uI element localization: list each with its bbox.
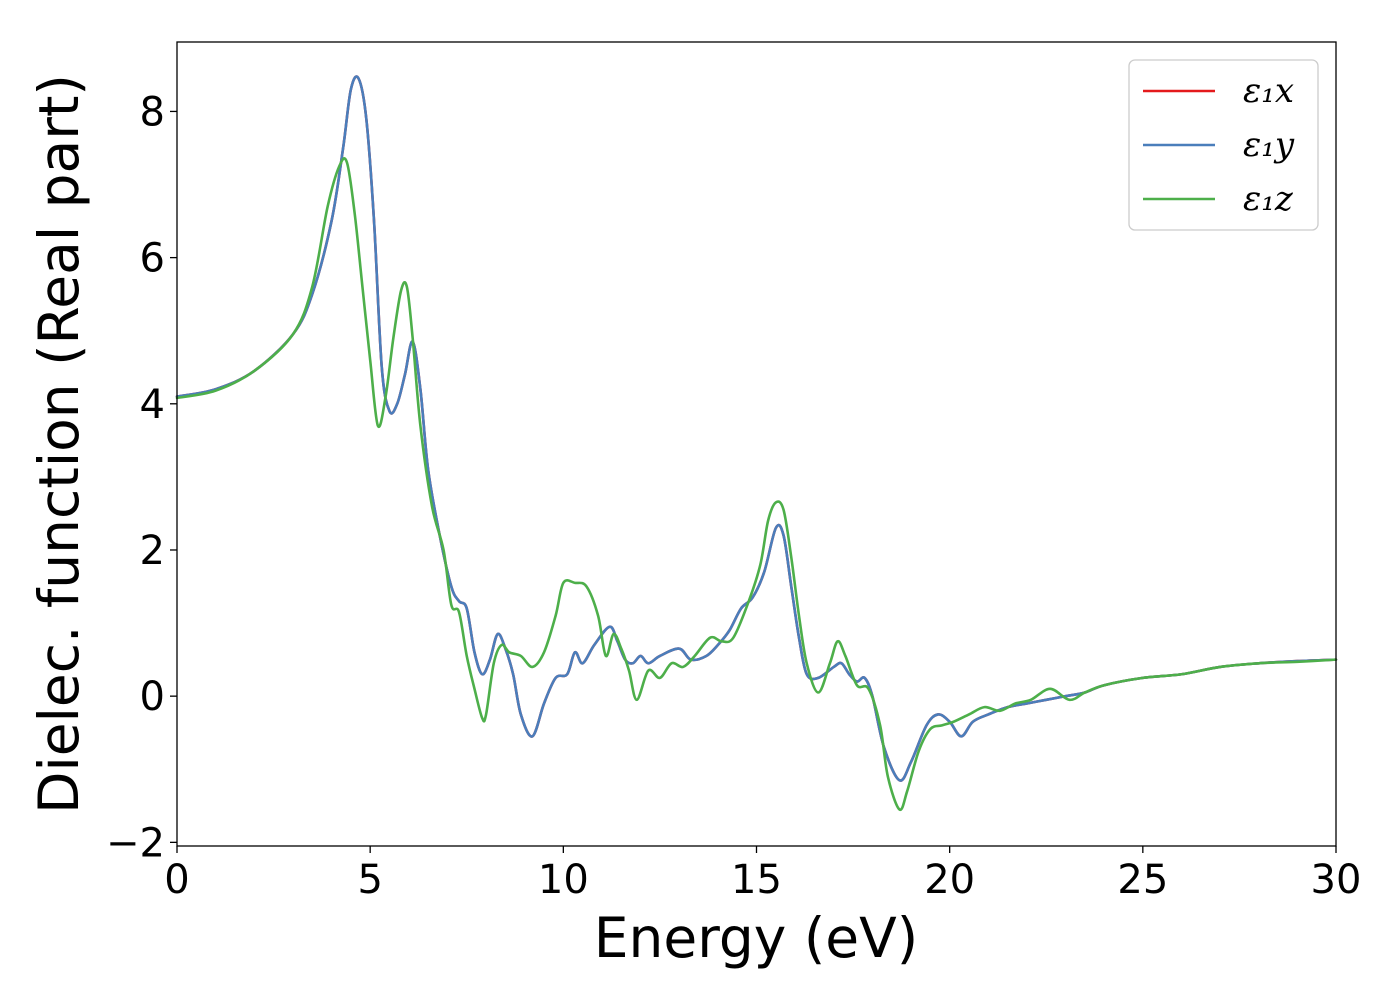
x-tick-label: 20 (924, 857, 975, 903)
x-axis-label: Energy (eV) (594, 906, 918, 970)
legend-frame (1128, 59, 1319, 231)
y-axis-label: Dielec. function (Real part) (27, 74, 91, 814)
x-tick-label: 10 (538, 857, 589, 903)
x-tick-label: 25 (1117, 857, 1168, 903)
x-tick-label: 15 (731, 857, 782, 903)
y-tick-label: 8 (140, 89, 165, 135)
series-line-3 (175, 157, 1338, 812)
y-tick-label: 0 (140, 674, 165, 720)
plot-lines (175, 75, 1338, 812)
legend: ε₁x ε₁y ε₁z (1128, 59, 1319, 231)
series-line-2 (175, 75, 1338, 782)
y-tick-label: −2 (106, 820, 165, 866)
legend-label-1: ε₁x (1243, 71, 1294, 111)
x-tick-label: 0 (164, 857, 189, 903)
y-tick-label: 6 (140, 236, 165, 282)
legend-label-2: ε₁y (1243, 125, 1295, 165)
legend-label-3: ε₁z (1243, 179, 1294, 219)
x-axis: 0 5 10 15 20 25 30 (164, 846, 1361, 903)
y-tick-label: 4 (140, 382, 165, 428)
y-tick-label: 2 (140, 528, 165, 574)
y-axis: −2 0 2 4 6 8 (106, 89, 177, 866)
x-tick-label: 5 (357, 857, 382, 903)
x-tick-label: 30 (1311, 857, 1362, 903)
